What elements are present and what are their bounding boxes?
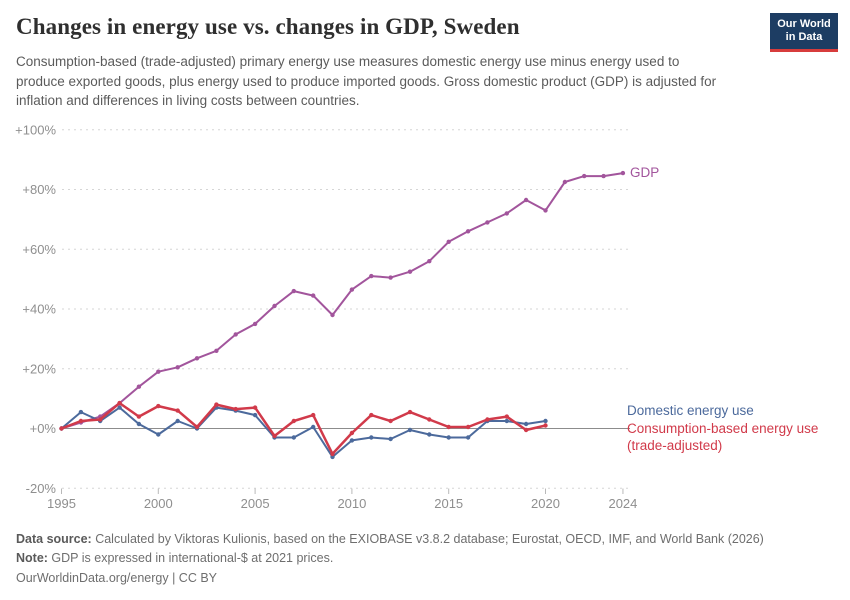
svg-text:2020: 2020: [531, 496, 560, 511]
svg-text:+100%: +100%: [15, 122, 56, 137]
consumption-label-line2: (trade-adjusted): [627, 437, 723, 453]
note-line: Note: GDP is expressed in international-…: [16, 549, 836, 568]
svg-text:2010: 2010: [337, 496, 366, 511]
svg-text:2000: 2000: [144, 496, 173, 511]
chart-subtitle: Consumption-based (trade-adjusted) prima…: [16, 54, 717, 109]
svg-text:2015: 2015: [434, 496, 463, 511]
owid-logo-line1: Our World: [777, 17, 831, 30]
owid-logo-line2: in Data: [785, 31, 823, 43]
svg-text:2005: 2005: [241, 496, 270, 511]
license-link[interactable]: OurWorldinData.org/energy | CC BY: [16, 570, 218, 585]
svg-text:-20%: -20%: [26, 481, 57, 496]
page-title: Changes in energy use vs. changes in GDP…: [16, 14, 520, 39]
svg-text:2024: 2024: [608, 496, 637, 511]
series-label-gdp: GDP: [630, 165, 660, 180]
series-label-domestic-energy-use: Domestic energy use: [627, 403, 754, 418]
svg-text:+80%: +80%: [22, 182, 56, 197]
svg-text:1995: 1995: [47, 496, 76, 511]
data-source-line: Data source: Calculated by Viktoras Kuli…: [16, 530, 836, 549]
consumption-label-line1: Consumption-based energy use: [627, 421, 819, 436]
svg-text:+0%: +0%: [30, 421, 57, 436]
chart-footer: Data source: Calculated by Viktoras Kuli…: [16, 530, 836, 588]
series-label-consumption-based-energy-use: Consumption-based energy use (trade-adju…: [627, 421, 837, 455]
owid-logo[interactable]: Our World in Data: [770, 13, 838, 52]
note-label: Note:: [16, 551, 48, 566]
note-text: GDP is expressed in international-$ at 2…: [47, 551, 334, 566]
svg-text:+20%: +20%: [22, 361, 56, 376]
svg-text:+60%: +60%: [22, 242, 56, 257]
data-source-text: Calculated by Viktoras Kulionis, based o…: [91, 532, 764, 546]
svg-text:+40%: +40%: [22, 302, 56, 317]
data-source-label: Data source:: [16, 532, 92, 546]
